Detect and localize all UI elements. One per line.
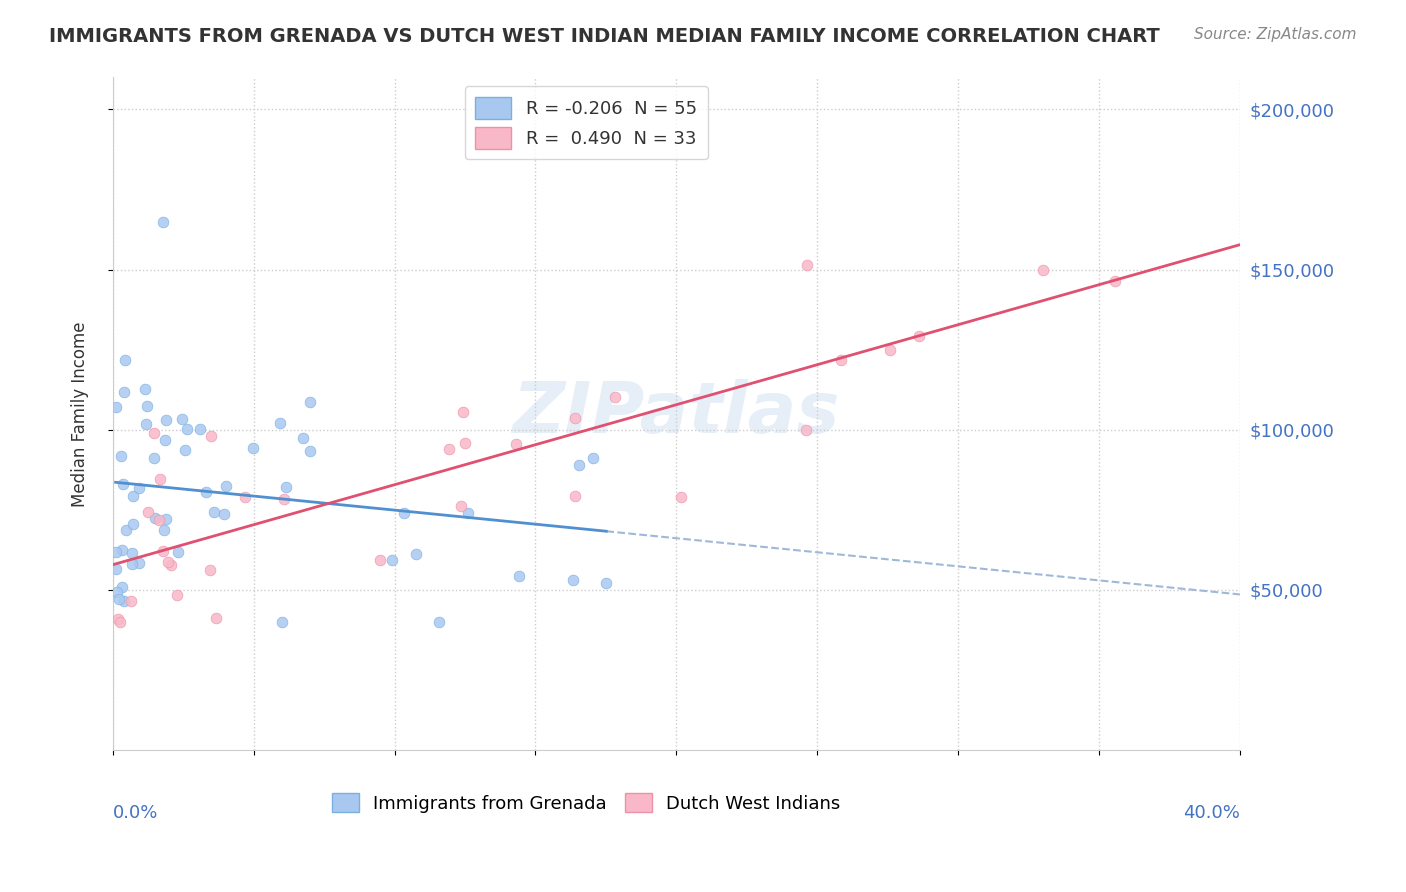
- Text: ZIPatlas: ZIPatlas: [513, 379, 839, 449]
- Point: [561, 573, 583, 587]
- Point: [149, 472, 172, 486]
- Point: [595, 575, 617, 590]
- Point: [454, 435, 477, 450]
- Text: IMMIGRANTS FROM GRENADA VS DUTCH WEST INDIAN MEDIAN FAMILY INCOME CORRELATION CH: IMMIGRANTS FROM GRENADA VS DUTCH WEST IN…: [49, 27, 1160, 45]
- Point: [381, 552, 404, 566]
- Point: [242, 441, 264, 455]
- Text: 40.0%: 40.0%: [1182, 804, 1240, 822]
- Point: [148, 513, 170, 527]
- Point: [274, 480, 297, 494]
- Point: [153, 433, 176, 447]
- Point: [115, 523, 138, 537]
- Point: [160, 558, 183, 572]
- Point: [368, 553, 391, 567]
- Point: [107, 591, 129, 606]
- Point: [110, 449, 132, 463]
- Y-axis label: Median Family Income: Median Family Income: [72, 321, 89, 507]
- Point: [176, 421, 198, 435]
- Point: [166, 589, 188, 603]
- Point: [202, 505, 225, 519]
- Point: [172, 411, 194, 425]
- Point: [122, 489, 145, 503]
- Point: [121, 546, 143, 560]
- Point: [405, 547, 427, 561]
- Point: [564, 411, 586, 425]
- Point: [1104, 274, 1126, 288]
- Point: [457, 506, 479, 520]
- Point: [298, 394, 321, 409]
- Point: [451, 405, 474, 419]
- Point: [508, 569, 530, 583]
- Point: [153, 523, 176, 537]
- Point: [194, 485, 217, 500]
- Point: [215, 479, 238, 493]
- Point: [105, 562, 128, 576]
- Point: [427, 615, 450, 629]
- Point: [135, 417, 157, 431]
- Point: [200, 429, 222, 443]
- Point: [439, 442, 461, 456]
- Point: [134, 382, 156, 396]
- Point: [879, 343, 901, 358]
- Point: [1032, 262, 1054, 277]
- Point: [104, 545, 127, 559]
- Point: [122, 517, 145, 532]
- Point: [111, 543, 134, 558]
- Point: [112, 593, 135, 607]
- Point: [128, 556, 150, 570]
- Point: [114, 353, 136, 368]
- Point: [107, 612, 129, 626]
- Point: [136, 505, 159, 519]
- Legend: Immigrants from Grenada, Dutch West Indians: Immigrants from Grenada, Dutch West Indi…: [323, 784, 849, 822]
- Point: [104, 400, 127, 414]
- Point: [450, 500, 472, 514]
- Point: [212, 507, 235, 521]
- Point: [188, 422, 211, 436]
- Point: [112, 477, 135, 491]
- Text: Source: ZipAtlas.com: Source: ZipAtlas.com: [1194, 27, 1357, 42]
- Point: [143, 511, 166, 525]
- Point: [796, 258, 818, 272]
- Point: [564, 489, 586, 503]
- Point: [605, 390, 627, 404]
- Point: [152, 214, 174, 228]
- Point: [269, 416, 291, 430]
- Point: [582, 450, 605, 465]
- Point: [152, 544, 174, 558]
- Point: [155, 512, 177, 526]
- Text: 0.0%: 0.0%: [112, 804, 159, 822]
- Point: [198, 563, 221, 577]
- Point: [271, 615, 294, 629]
- Point: [235, 490, 257, 504]
- Point: [908, 329, 931, 343]
- Point: [128, 481, 150, 495]
- Point: [671, 490, 693, 504]
- Point: [291, 431, 314, 445]
- Point: [568, 458, 591, 472]
- Point: [121, 558, 143, 572]
- Point: [794, 423, 817, 437]
- Point: [142, 450, 165, 465]
- Point: [136, 399, 159, 413]
- Point: [105, 585, 128, 599]
- Point: [166, 545, 188, 559]
- Point: [142, 426, 165, 441]
- Point: [112, 384, 135, 399]
- Point: [155, 413, 177, 427]
- Point: [173, 442, 195, 457]
- Point: [156, 555, 179, 569]
- Point: [273, 491, 295, 506]
- Point: [111, 580, 134, 594]
- Point: [392, 507, 415, 521]
- Point: [505, 437, 527, 451]
- Point: [830, 353, 852, 368]
- Point: [110, 615, 132, 629]
- Point: [205, 611, 228, 625]
- Point: [120, 594, 142, 608]
- Point: [299, 444, 322, 458]
